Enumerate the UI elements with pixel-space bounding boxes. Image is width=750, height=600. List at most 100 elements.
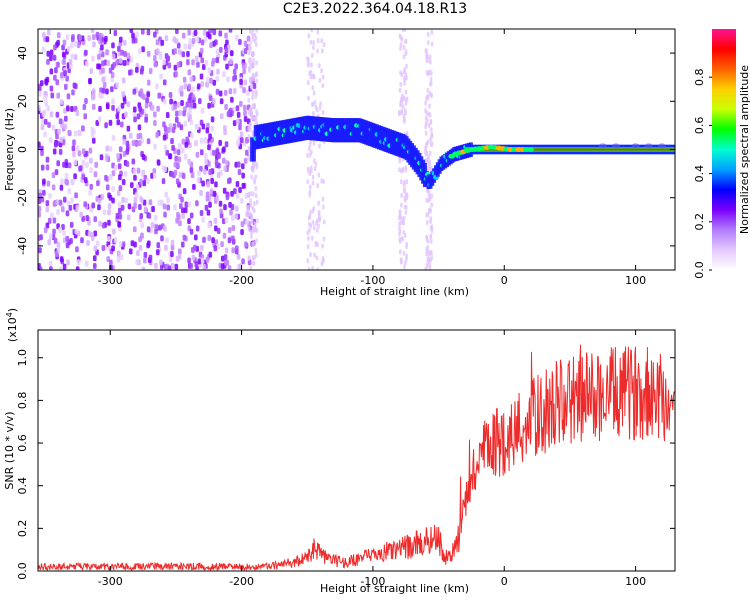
noise-cell xyxy=(152,172,157,179)
noise-cell xyxy=(40,145,44,152)
noise-cell xyxy=(307,33,311,39)
noise-cell xyxy=(38,205,42,212)
noise-cell xyxy=(39,80,44,87)
noise-cell xyxy=(65,75,69,82)
noise-cell xyxy=(234,63,238,70)
noise-cell xyxy=(182,188,187,195)
noise-cell xyxy=(426,32,430,38)
noise-cell xyxy=(51,124,56,131)
noise-cell xyxy=(430,41,434,47)
noise-cell xyxy=(224,141,229,148)
noise-cell xyxy=(61,206,65,213)
noise-cell xyxy=(122,138,127,145)
noise-cell xyxy=(307,168,310,174)
noise-cell xyxy=(430,228,434,234)
noise-cell xyxy=(403,232,407,238)
noise-cell xyxy=(224,47,229,54)
noise-cell xyxy=(236,140,240,147)
noise-cell xyxy=(171,144,175,151)
noise-cell xyxy=(181,172,186,179)
noise-cell xyxy=(118,36,123,43)
noise-cell xyxy=(226,76,230,83)
noise-cell xyxy=(309,165,313,171)
noise-cell xyxy=(404,72,408,78)
noise-cell xyxy=(146,226,151,233)
noise-cell xyxy=(59,72,64,79)
noise-cell xyxy=(247,192,250,198)
noise-cell xyxy=(62,58,66,65)
ridge-cell xyxy=(611,143,620,149)
noise-cell xyxy=(91,137,96,144)
noise-cell xyxy=(401,104,405,110)
noise-cell xyxy=(190,172,195,179)
noise-cell xyxy=(317,217,321,223)
noise-cell xyxy=(88,147,93,154)
noise-cell xyxy=(227,237,232,244)
noise-cell xyxy=(58,226,62,233)
noise-cell xyxy=(424,115,428,121)
noise-cell xyxy=(146,91,150,98)
noise-cell xyxy=(404,97,408,103)
y-tick-label: 20 xyxy=(16,94,29,108)
noise-cell xyxy=(180,147,185,154)
noise-cell xyxy=(429,127,433,133)
noise-cell xyxy=(105,103,110,110)
noise-cell xyxy=(247,226,251,232)
noise-cell xyxy=(175,29,179,35)
noise-cell xyxy=(306,56,309,62)
noise-cell xyxy=(56,160,60,167)
noise-cell xyxy=(311,53,314,59)
colorbar-tick-label: 0.4 xyxy=(693,165,706,183)
noise-cell xyxy=(309,252,312,258)
noise-cell xyxy=(249,266,253,270)
noise-cell xyxy=(224,259,228,266)
noise-cell xyxy=(162,63,167,70)
noise-cell xyxy=(123,50,127,57)
noise-cell xyxy=(208,251,213,258)
noise-cell xyxy=(92,255,97,262)
noise-cell xyxy=(308,152,312,158)
noise-cell xyxy=(163,125,168,132)
noise-cell xyxy=(202,263,207,270)
noise-cell xyxy=(178,248,182,255)
noise-cell xyxy=(306,62,310,68)
noise-cell xyxy=(116,119,121,126)
y-tick-label: 0.8 xyxy=(16,392,29,410)
noise-cell xyxy=(200,257,205,264)
noise-cell xyxy=(106,256,110,263)
noise-cell xyxy=(55,111,60,118)
noise-cell xyxy=(167,127,171,134)
noise-cell xyxy=(74,228,79,235)
noise-cell xyxy=(256,218,259,224)
noise-cell xyxy=(242,87,246,94)
noise-cell xyxy=(216,227,221,234)
noise-cell xyxy=(240,197,244,204)
noise-cell xyxy=(133,202,137,209)
noise-cell xyxy=(248,211,252,217)
noise-cell xyxy=(52,217,57,224)
noise-cell xyxy=(113,236,118,243)
noise-cell xyxy=(204,59,209,66)
noise-cell xyxy=(176,101,181,108)
noise-cell xyxy=(60,178,64,185)
noise-cell xyxy=(96,63,100,70)
noise-cell xyxy=(405,179,409,185)
noise-cell xyxy=(250,219,254,225)
noise-cell xyxy=(156,105,160,112)
noise-cell xyxy=(124,111,128,118)
noise-cell xyxy=(398,109,401,115)
noise-cell xyxy=(404,209,408,215)
noise-cell xyxy=(130,182,134,189)
noise-cell xyxy=(240,221,245,228)
noise-cell xyxy=(183,207,188,214)
noise-cell xyxy=(45,200,50,207)
line-core xyxy=(467,148,675,151)
noise-cell xyxy=(108,174,113,181)
noise-cell xyxy=(110,86,114,93)
noise-cell xyxy=(231,224,236,231)
noise-cell xyxy=(187,69,192,76)
noise-cell xyxy=(215,48,220,55)
noise-cell xyxy=(226,178,231,185)
noise-cell xyxy=(56,61,60,68)
noise-cell xyxy=(66,105,70,112)
